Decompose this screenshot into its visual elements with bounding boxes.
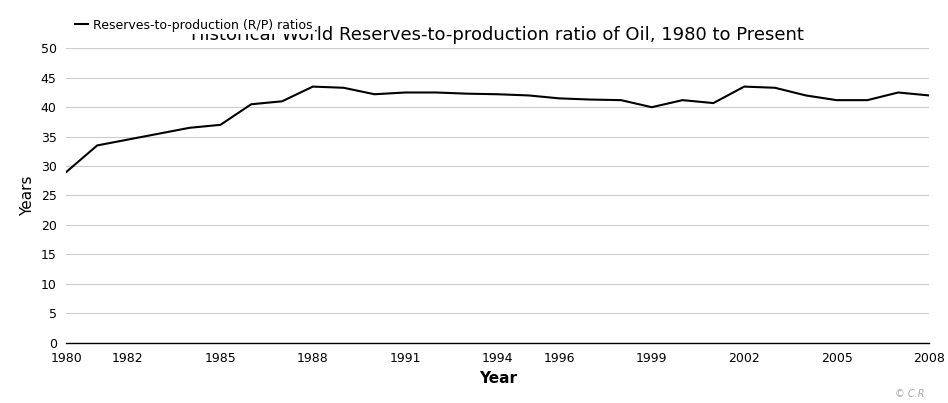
Reserves-to-production (R/P) ratios [246,102,257,107]
Reserves-to-production (R/P) ratios [800,93,811,98]
Title: Historical World Reserves-to-production ratio of Oil, 1980 to Present: Historical World Reserves-to-production … [191,26,804,44]
Y-axis label: Years: Years [20,175,35,216]
Reserves-to-production (R/P) ratios [184,125,195,130]
Reserves-to-production (R/P) ratios [122,137,134,142]
Text: © C.R: © C.R [895,389,924,399]
Legend: Reserves-to-production (R/P) ratios: Reserves-to-production (R/P) ratios [73,17,315,34]
Reserves-to-production (R/P) ratios [770,85,781,90]
Reserves-to-production (R/P) ratios [523,93,535,98]
Reserves-to-production (R/P) ratios [338,85,350,90]
Reserves-to-production (R/P) ratios [369,92,380,97]
Reserves-to-production (R/P) ratios [61,170,72,174]
Reserves-to-production (R/P) ratios [831,98,843,102]
Reserves-to-production (R/P) ratios [554,96,565,101]
Reserves-to-production (R/P) ratios [461,91,472,96]
Line: Reserves-to-production (R/P) ratios: Reserves-to-production (R/P) ratios [66,87,929,172]
X-axis label: Year: Year [479,371,517,386]
Reserves-to-production (R/P) ratios [646,105,657,110]
Reserves-to-production (R/P) ratios [400,90,411,95]
Reserves-to-production (R/P) ratios [154,131,165,136]
Reserves-to-production (R/P) ratios [893,90,904,95]
Reserves-to-production (R/P) ratios [738,84,750,89]
Reserves-to-production (R/P) ratios [708,101,720,106]
Reserves-to-production (R/P) ratios [277,99,288,104]
Reserves-to-production (R/P) ratios [585,97,596,102]
Reserves-to-production (R/P) ratios [615,98,627,102]
Reserves-to-production (R/P) ratios [492,92,503,97]
Reserves-to-production (R/P) ratios [923,93,935,98]
Reserves-to-production (R/P) ratios [215,123,227,127]
Reserves-to-production (R/P) ratios [307,84,319,89]
Reserves-to-production (R/P) ratios [430,90,442,95]
Reserves-to-production (R/P) ratios [862,98,873,102]
Reserves-to-production (R/P) ratios [92,143,103,148]
Reserves-to-production (R/P) ratios [677,98,688,102]
